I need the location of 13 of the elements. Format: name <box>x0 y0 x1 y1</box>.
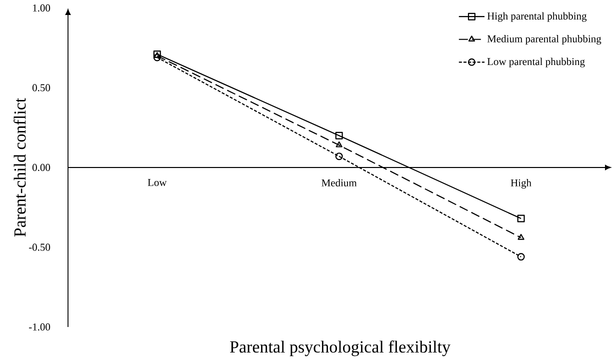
legend-label: High parental phubbing <box>487 12 587 22</box>
legend-label: Medium parental phubbing <box>487 34 602 45</box>
y-tick-label: -0.50 <box>28 244 50 251</box>
x-tick-label: Low <box>148 179 167 186</box>
x-axis-title: Parental psychological flexibilty <box>230 340 450 356</box>
y-tick-label: 0.00 <box>32 164 50 172</box>
y-axis-title: Parent-child conflict <box>14 98 26 237</box>
y-tick-label: 0.50 <box>32 84 50 92</box>
y-tick-label: -1.00 <box>28 323 50 331</box>
x-tick-label: Medium <box>322 179 357 186</box>
x-tick-label: High <box>510 179 532 189</box>
y-tick-label: 1.00 <box>33 4 50 12</box>
legend-label: Low parental phubbing <box>487 58 585 68</box>
